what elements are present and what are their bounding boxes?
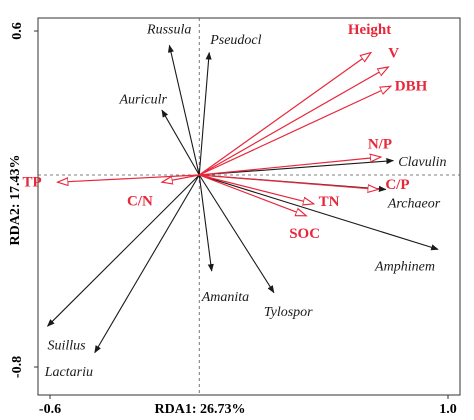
arrow — [198, 174, 214, 272]
arrow-label: Russula — [146, 23, 191, 38]
y-tick-label: -0.8 — [10, 356, 25, 378]
arrow — [199, 174, 313, 204]
arrow — [199, 174, 306, 216]
arrow-label: SOC — [289, 226, 320, 242]
arrow-label: C/P — [385, 177, 409, 193]
arrow-label: Suillus — [48, 338, 87, 353]
arrow — [94, 174, 200, 354]
arrow-label: TN — [319, 194, 340, 210]
arrow-label: Auriculr — [118, 92, 167, 107]
arrow-label: Archaeor — [387, 197, 441, 212]
x-tick-label: -0.6 — [39, 402, 61, 417]
arrow — [199, 174, 378, 189]
arrow — [199, 158, 395, 176]
y-axis-title: RDA2: 17.43% — [8, 155, 23, 246]
arrow — [162, 174, 200, 182]
arrow — [198, 51, 212, 176]
arrow-label: Amphinem — [374, 260, 435, 275]
arrow — [198, 86, 391, 176]
arrow-label: TP — [22, 175, 41, 191]
arrow-label: C/N — [127, 194, 153, 210]
arrow-label: Amanita — [201, 290, 249, 305]
arrow-label: DBH — [395, 79, 428, 95]
arrow-label: Clavulin — [398, 155, 446, 170]
arrow — [199, 157, 381, 176]
x-axis-title: RDA1: 26.73% — [155, 402, 246, 417]
arrow-label: Height — [348, 22, 391, 38]
arrow — [199, 174, 439, 251]
y-tick-label: 0.6 — [10, 22, 25, 40]
arrow — [167, 44, 200, 176]
arrow-label: V — [388, 45, 399, 61]
arrow — [161, 109, 200, 176]
arrow-label: N/P — [368, 136, 392, 152]
arrow — [198, 67, 388, 176]
arrow — [198, 174, 275, 294]
arrow-label: Lactariu — [44, 365, 93, 380]
arrow — [46, 174, 200, 327]
arrow — [57, 174, 200, 182]
x-tick-label: 1.0 — [439, 402, 457, 417]
arrow — [198, 53, 371, 176]
plot-frame — [37, 17, 461, 396]
arrow-label: Tylospor — [264, 305, 313, 320]
arrow-label: Pseudocl — [209, 33, 261, 48]
